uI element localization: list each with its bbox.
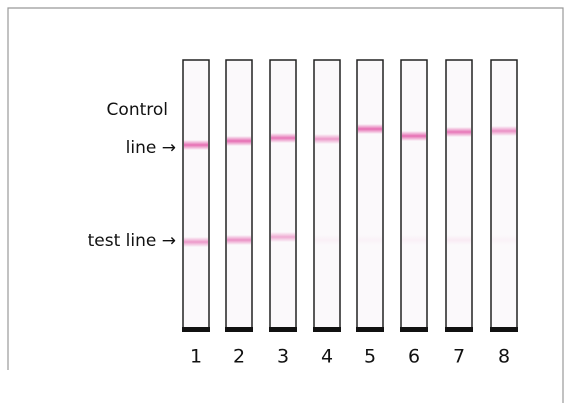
strip-number: 7: [453, 346, 465, 368]
control-band: [492, 126, 516, 136]
control-label: line →: [126, 138, 176, 158]
strip: [183, 60, 209, 328]
test-band: [315, 235, 339, 245]
strip-base: [313, 327, 341, 332]
page: Control line → test line → 12345678 (() …: [0, 0, 571, 403]
control-band: [402, 131, 426, 141]
control-band: [184, 140, 208, 150]
strip-base: [182, 327, 210, 332]
test-band: [447, 235, 471, 245]
test-band: [358, 235, 382, 245]
test-label: test line →: [88, 231, 176, 251]
strip: [226, 60, 252, 328]
test-band: [492, 235, 516, 245]
strip-number: 3: [277, 346, 289, 368]
strip: [270, 60, 296, 328]
strip-number: 1: [190, 346, 202, 368]
strip: [401, 60, 427, 328]
strip-base: [225, 327, 253, 332]
test-band: [271, 232, 295, 242]
test-band: [227, 235, 251, 245]
strip-number: 5: [364, 346, 376, 368]
control-band: [315, 134, 339, 144]
strip-number: 2: [233, 346, 245, 368]
strip-number: 4: [321, 346, 333, 368]
figure: Control line → test line → 1 2 3 4 5 6 7 8: [0, 0, 571, 403]
control-label: Control: [107, 100, 168, 120]
control-band: [271, 133, 295, 143]
strip-base: [400, 327, 428, 332]
test-band: [184, 237, 208, 247]
strip: [491, 60, 517, 328]
control-band: [447, 127, 471, 137]
strip: [314, 60, 340, 328]
strips: 1 2 3 4 5 6 7 8: [182, 60, 518, 368]
strip: [357, 60, 383, 328]
strip-base: [356, 327, 384, 332]
test-band: [402, 235, 426, 245]
strip-number: 6: [408, 346, 420, 368]
control-band: [358, 124, 382, 134]
strip-base: [269, 327, 297, 332]
strip-base: [445, 327, 473, 332]
strip: [446, 60, 472, 328]
strip-base: [490, 327, 518, 332]
strip-number: 8: [498, 346, 510, 368]
control-band: [227, 136, 251, 146]
